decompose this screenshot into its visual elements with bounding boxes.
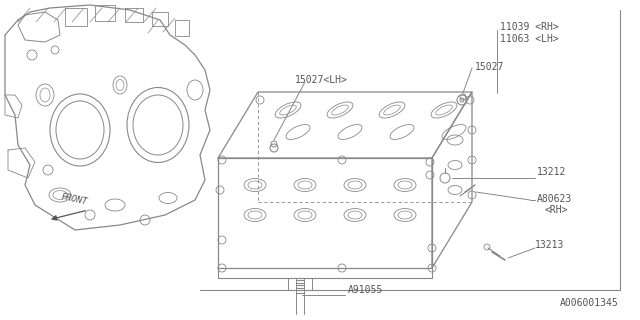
Text: <RH>: <RH>	[545, 205, 568, 215]
Text: 15027<LH>: 15027<LH>	[295, 75, 348, 85]
Text: 15027: 15027	[475, 62, 504, 72]
Text: 11039 <RH>: 11039 <RH>	[500, 22, 559, 32]
Text: 13212: 13212	[537, 167, 566, 177]
Text: 11063 <LH>: 11063 <LH>	[500, 34, 559, 44]
Text: 13213: 13213	[535, 240, 564, 250]
Text: FRONT: FRONT	[60, 193, 88, 207]
Text: A006001345: A006001345	[560, 298, 619, 308]
Text: A91055: A91055	[348, 285, 383, 295]
Text: A80623: A80623	[537, 194, 572, 204]
